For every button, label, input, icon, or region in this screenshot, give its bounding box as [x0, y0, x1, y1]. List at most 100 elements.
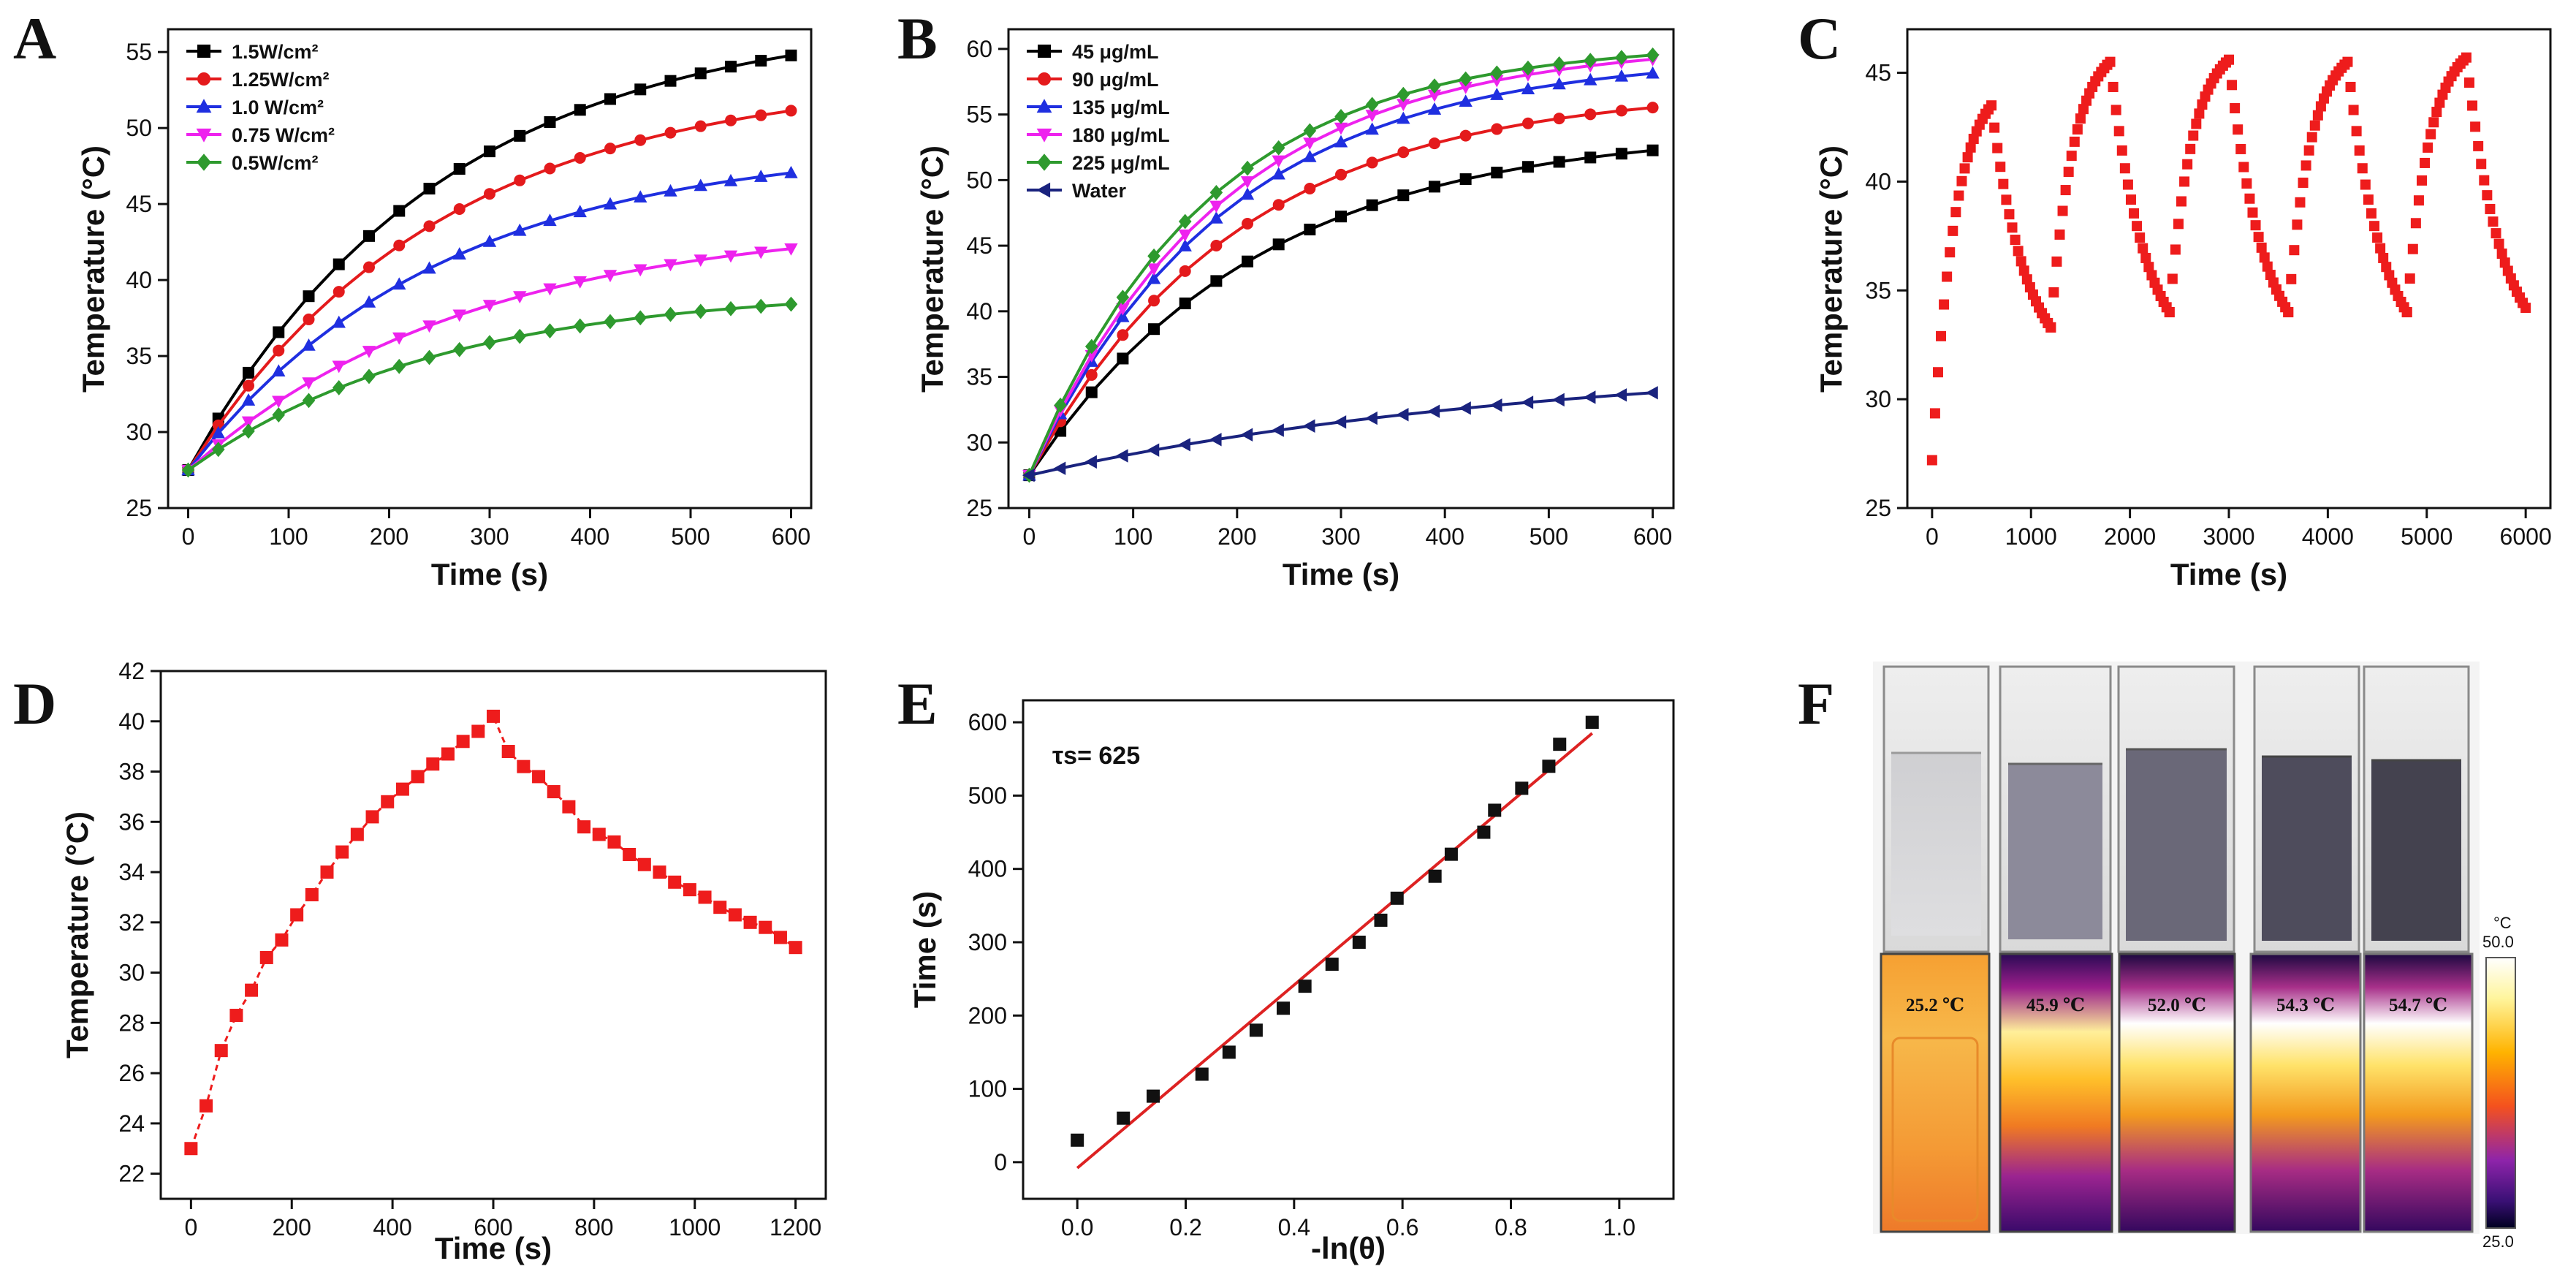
chart-a-point: [725, 114, 737, 126]
chart-a-point: [634, 134, 647, 146]
chart-d-point: [200, 1099, 213, 1113]
chart-e-point: [1390, 891, 1404, 905]
chart-b-point: [1427, 89, 1442, 102]
chart-e-ytick-label: 400: [968, 856, 1007, 882]
chart-e-point: [1325, 958, 1339, 971]
chart-a-legend-marker: [197, 72, 210, 86]
chart-c-point: [2378, 252, 2389, 263]
chart-c-ytick-label: 30: [1865, 386, 1891, 412]
chart-d-marks: [184, 709, 802, 1156]
chart-d-ytick-label: 26: [118, 1060, 145, 1086]
chart-c-point: [2381, 262, 2392, 273]
chart-b-point: [1646, 66, 1660, 79]
thermal-temp-3: 52.0 ℃: [2148, 996, 2206, 1015]
chart-d-ytick-label: 36: [118, 808, 145, 835]
chart-b-point: [1210, 275, 1223, 287]
chart-c-xtick-label: 6000: [2500, 523, 2552, 550]
chart-e-point: [1585, 716, 1599, 730]
chart-c-point: [2410, 218, 2421, 229]
thermal-temp-1: 25.2 ℃: [1906, 996, 1964, 1015]
chart-d-point: [592, 827, 606, 841]
chart-c-ytick-label: 25: [1865, 495, 1891, 521]
chart-b-point: [1521, 82, 1535, 95]
chart-e-xtick-label: 0.2: [1169, 1214, 1201, 1240]
chart-c-point: [2075, 113, 2086, 124]
chart-b-point: [1240, 176, 1255, 189]
chart-c-point: [2185, 143, 2196, 154]
chart-a-point: [543, 213, 557, 227]
chart-b-point: [1272, 140, 1285, 156]
chart-b-point: [1209, 433, 1222, 447]
chart-e-point: [1515, 781, 1529, 795]
panel-label-f: F: [1798, 670, 1834, 737]
chart-a-point: [422, 320, 436, 333]
chart-a-point: [784, 243, 798, 256]
chart-c-point: [1959, 163, 1970, 174]
chart-a-xtick-label: 0: [182, 523, 195, 550]
chart-a-point: [303, 313, 315, 325]
chart-c-point: [1939, 299, 1950, 310]
chart-d-point: [426, 757, 440, 771]
chart-c-point: [2116, 145, 2127, 156]
chart-c-point: [2238, 162, 2249, 173]
chart-b-point: [1272, 155, 1285, 168]
chart-c-point: [1998, 178, 2009, 189]
chart-a-point: [272, 407, 286, 423]
chart-e-xtick-label: 1.0: [1603, 1214, 1635, 1240]
chart-b-point: [1397, 86, 1410, 102]
chart-d-ytick-label: 30: [118, 960, 145, 986]
chart-c-point: [2407, 243, 2418, 254]
chart-b-point: [1584, 72, 1597, 86]
chart-d-point: [229, 1009, 243, 1023]
chart-b-point: [1428, 137, 1440, 150]
chart-a-point: [513, 328, 527, 344]
chart-b-legend-marker: [1036, 128, 1052, 143]
chart-c-point: [2241, 178, 2252, 189]
chart-b-point: [1427, 102, 1442, 115]
chart-b-point: [1396, 408, 1409, 422]
chart-a-ytick-label: 35: [126, 343, 152, 369]
chart-c-ytick-label: 35: [1865, 277, 1891, 303]
chart-a-point: [362, 346, 376, 358]
chart-b-point: [1272, 238, 1285, 251]
thermal-image-3: 52.0 ℃: [2118, 952, 2236, 1233]
chart-b-point: [1615, 50, 1628, 66]
chart-b-point: [1179, 298, 1191, 310]
chart-d-xlabel: Time (s): [435, 1231, 552, 1265]
panel-label-d: D: [13, 670, 56, 737]
chart-e-frame: [1022, 699, 1675, 1200]
chart-c-point: [2413, 195, 2424, 206]
chart-b-point: [1178, 213, 1192, 230]
chart-b-point: [1242, 255, 1254, 268]
chart-c-xtick-label: 3000: [2203, 523, 2254, 550]
chart-a-point: [483, 335, 496, 351]
chart-d-point: [607, 835, 621, 849]
chart-c-point: [2138, 243, 2148, 254]
chart-b-point: [1272, 423, 1284, 437]
chart-b-legend-label: 225 μg/mL: [1072, 152, 1170, 174]
chart-c-point: [2119, 163, 2130, 174]
chart-a-point: [664, 183, 677, 197]
chart-e-point: [1374, 913, 1388, 927]
chart-a-point: [422, 349, 436, 365]
panel-label-e: E: [897, 670, 938, 737]
chart-b-ytick-label: 45: [966, 232, 992, 259]
chart-a-point: [302, 338, 316, 351]
chart-b-ylabel: Temperature (°C): [915, 145, 949, 393]
chart-c-point: [2423, 142, 2433, 153]
chart-d-point: [214, 1044, 228, 1058]
chart-a-point: [514, 129, 526, 142]
chart-c-point: [2312, 110, 2323, 121]
chart-c-point: [2354, 145, 2365, 156]
chart-d-point: [577, 820, 591, 834]
chart-a-point: [724, 300, 737, 317]
chart-c-point: [2179, 176, 2190, 187]
chart-c-point: [2493, 238, 2504, 249]
thermal-image-4: 54.3 ℃: [2249, 952, 2362, 1233]
chart-c-point: [2078, 104, 2089, 115]
chart-c-point: [1929, 408, 1940, 419]
chart-a-point: [664, 75, 677, 87]
chart-a-point: [513, 291, 527, 304]
chart-c-point: [2060, 185, 2071, 196]
chart-a-point: [543, 283, 557, 296]
